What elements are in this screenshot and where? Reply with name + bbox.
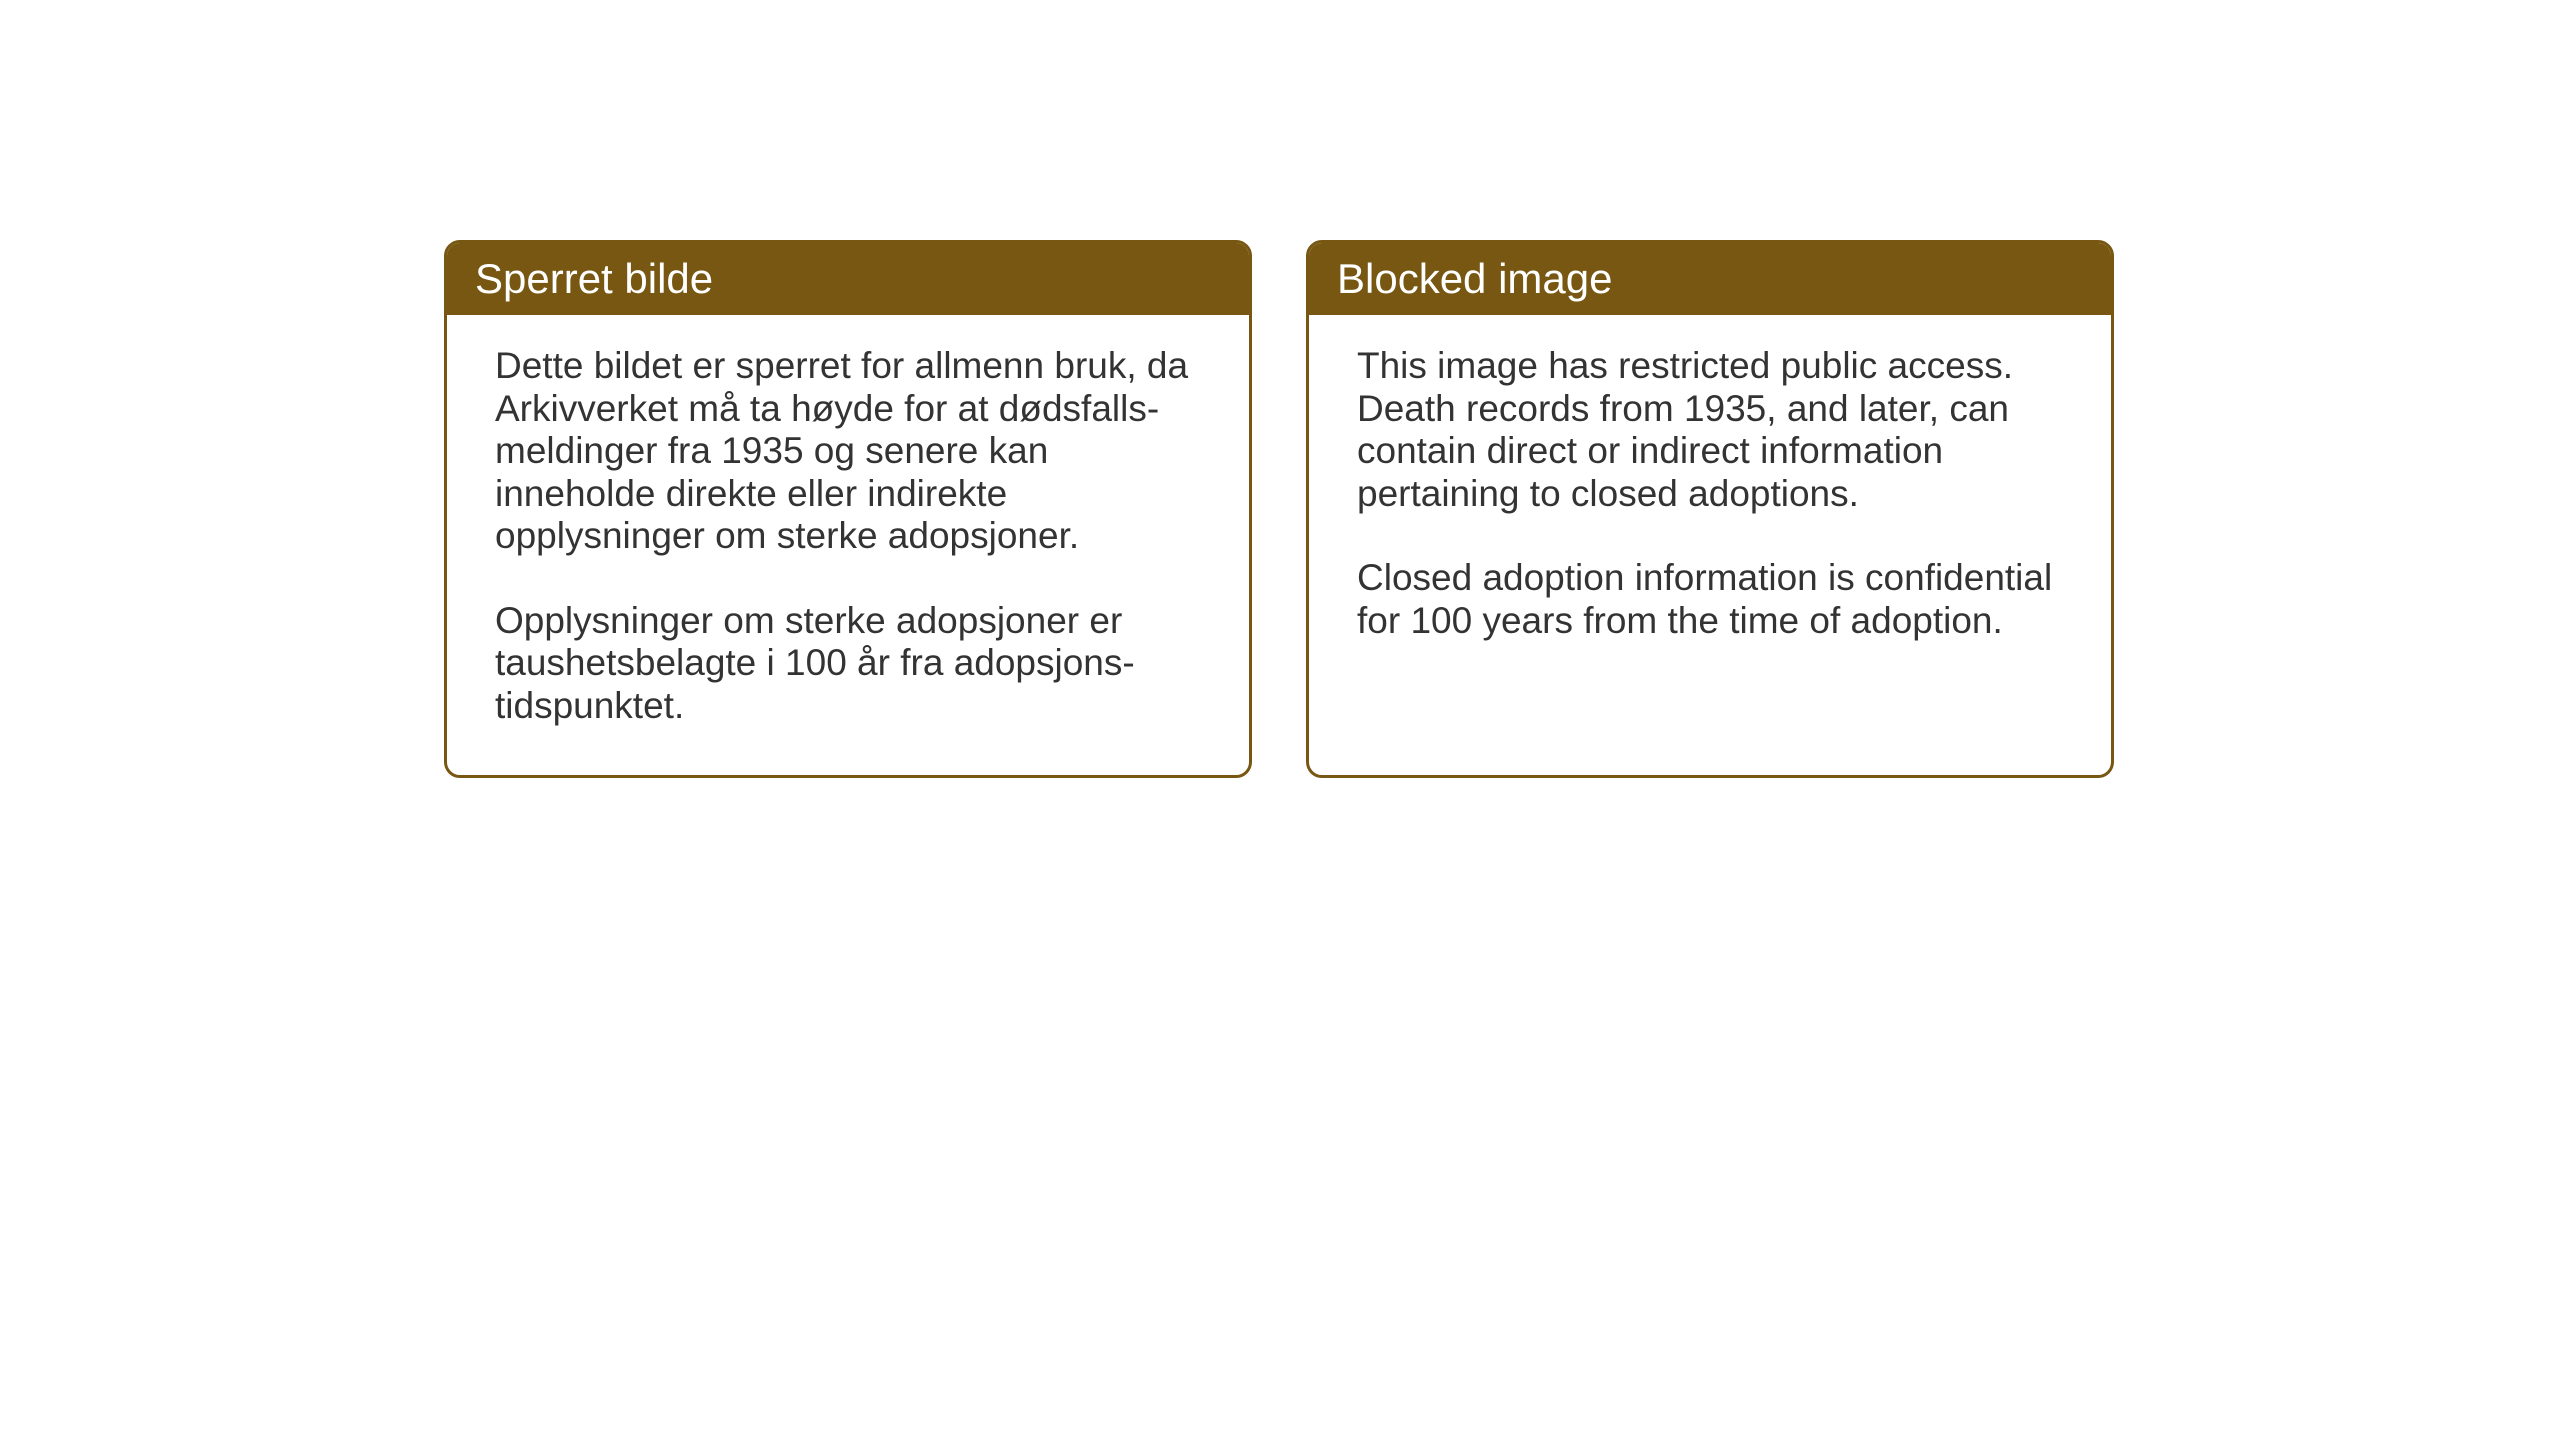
card-title-english: Blocked image [1337,255,1612,302]
card-norwegian: Sperret bilde Dette bildet er sperret fo… [444,240,1252,778]
card-header-english: Blocked image [1309,243,2111,315]
card-paragraph-2-norwegian: Opplysninger om sterke adopsjoner er tau… [495,600,1201,728]
card-header-norwegian: Sperret bilde [447,243,1249,315]
card-body-norwegian: Dette bildet er sperret for allmenn bruk… [447,315,1249,775]
card-paragraph-2-english: Closed adoption information is confident… [1357,557,2063,642]
card-paragraph-1-english: This image has restricted public access.… [1357,345,2063,515]
card-paragraph-1-norwegian: Dette bildet er sperret for allmenn bruk… [495,345,1201,558]
card-body-english: This image has restricted public access.… [1309,315,2111,690]
card-container: Sperret bilde Dette bildet er sperret fo… [0,0,2560,778]
card-title-norwegian: Sperret bilde [475,255,713,302]
card-english: Blocked image This image has restricted … [1306,240,2114,778]
